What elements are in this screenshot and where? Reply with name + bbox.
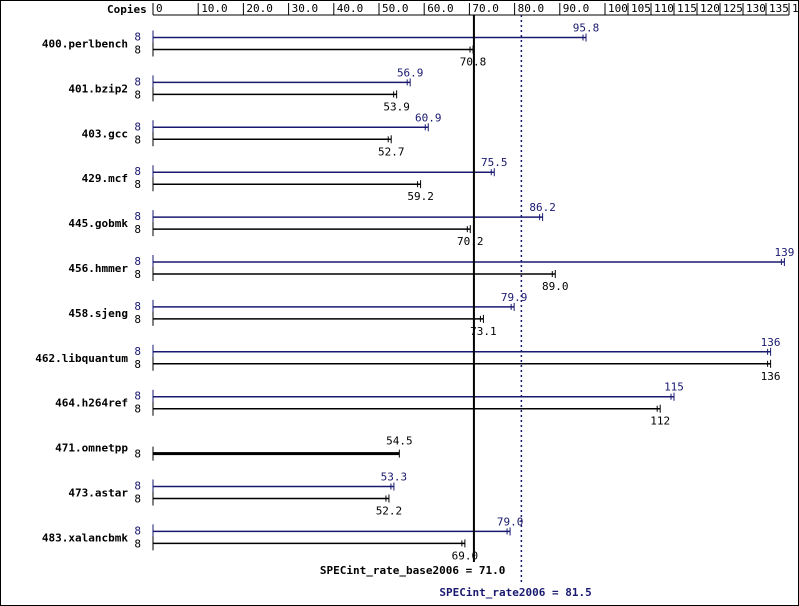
copies-header: Copies	[107, 3, 147, 16]
copies-label-peak: 8	[134, 255, 141, 268]
value-label-base: 53.9	[383, 100, 410, 113]
x-tick-label: 140	[792, 2, 799, 15]
x-tick-label: 110	[654, 2, 674, 15]
copies-label-peak: 8	[134, 165, 141, 178]
x-tick-label: 10.0	[201, 2, 228, 15]
value-label-base: 89.0	[542, 280, 569, 293]
copies-label-base: 8	[134, 403, 141, 416]
benchmark-row: 458.sjeng 8 79.9 8 73.1	[68, 291, 527, 338]
value-label-peak: 139	[774, 246, 794, 259]
base-mean-label: SPECint_rate_base2006 = 71.0	[320, 564, 505, 577]
copies-label-base: 8	[134, 133, 141, 146]
benchmark-row: 483.xalancbmk 8 79.0 8 69.0	[42, 515, 523, 562]
value-label: 54.5	[386, 435, 413, 448]
x-tick-label: 70.0	[472, 2, 499, 15]
copies-label-base: 8	[134, 178, 141, 191]
benchmark-row: 429.mcf 8 75.5 8 59.2	[82, 156, 508, 203]
value-label-peak: 86.2	[529, 201, 556, 214]
value-label-peak: 95.8	[573, 22, 600, 35]
x-axis: 0 10.0 20.0 30.0 40.0 50.0 60.0 70.0 80.0 90.0 100…	[152, 2, 799, 16]
copies-label-peak: 8	[134, 31, 141, 44]
x-tick-label: 130	[746, 2, 766, 15]
x-tick-label: 30.0	[292, 2, 319, 15]
x-tick-label: 80.0	[518, 2, 545, 15]
x-tick-label: 40.0	[337, 2, 364, 15]
benchmark-row: 471.omnetpp 8 54.5	[55, 435, 413, 461]
copies-label-base: 8	[134, 493, 141, 506]
benchmark-name: 464.h264ref	[55, 397, 128, 410]
benchmark-row: 462.libquantum 8 136 8 136	[35, 336, 780, 383]
benchmark-row: 456.hmmer 8 139 8 89.0	[68, 246, 794, 293]
value-label-peak: 53.3	[381, 471, 408, 484]
benchmark-row: 401.bzip2 8 56.9 8 53.9	[68, 66, 423, 113]
value-label-base: 70.2	[457, 235, 484, 248]
x-tick-label: 100	[608, 2, 628, 15]
benchmark-rows: 400.perlbench895.8870.8401.bzip2856.9853…	[35, 22, 794, 563]
copies-label-base: 8	[134, 44, 141, 57]
value-label-base: 59.2	[407, 190, 434, 203]
copies-label-peak: 8	[134, 524, 141, 537]
x-tick-label: 90.0	[563, 2, 590, 15]
copies-label-peak: 8	[134, 120, 141, 133]
benchmark-name: 458.sjeng	[68, 307, 128, 320]
benchmark-row: 445.gobmk 8 86.2 8 70.2	[68, 201, 555, 248]
copies-label-base: 8	[134, 358, 141, 371]
x-tick-label: 105	[631, 2, 651, 15]
copies-label-base: 8	[134, 313, 141, 326]
benchmark-name: 403.gcc	[82, 127, 128, 140]
benchmark-name: 456.hmmer	[68, 262, 128, 275]
value-label-peak: 79.9	[501, 291, 528, 304]
copies-label-peak: 8	[134, 75, 141, 88]
benchmark-name: 471.omnetpp	[55, 442, 128, 455]
benchmark-row: 464.h264ref 8 115 8 112	[55, 381, 684, 428]
x-tick-label: 115	[677, 2, 697, 15]
copies-label-base: 8	[134, 223, 141, 236]
benchmark-row: 403.gcc 8 60.9 8 52.7	[82, 111, 442, 158]
copies-label-peak: 8	[134, 345, 141, 358]
value-label-peak: 136	[761, 336, 781, 349]
copies-label-base: 8	[134, 268, 141, 281]
value-label-peak: 79.0	[497, 515, 524, 528]
mean-lines: SPECint_rate_base2006 = 71.0 SPECint_rate…	[320, 15, 592, 599]
value-label-base: 69.0	[452, 549, 479, 562]
copies-label-base: 8	[134, 88, 141, 101]
bar-single	[153, 452, 400, 456]
x-tick-label: 50.0	[382, 2, 409, 15]
peak-mean-label: SPECint_rate2006 = 81.5	[439, 586, 591, 599]
benchmark-name: 400.perlbench	[42, 38, 128, 51]
value-label-peak: 75.5	[481, 156, 508, 169]
value-label-base: 136	[761, 370, 781, 383]
copies-label-peak: 8	[134, 210, 141, 223]
copies-label-base: 8	[134, 537, 141, 550]
benchmark-name: 429.mcf	[82, 172, 128, 185]
benchmark-name: 462.libquantum	[35, 352, 128, 365]
benchmark-name: 445.gobmk	[68, 217, 128, 230]
x-tick-label: 0	[156, 2, 163, 15]
x-tick-label: 135	[769, 2, 789, 15]
x-tick-label: 60.0	[427, 2, 454, 15]
benchmark-name: 401.bzip2	[68, 82, 128, 95]
value-label-peak: 56.9	[397, 66, 424, 79]
copies-label-peak: 8	[134, 480, 141, 493]
value-label-peak: 60.9	[415, 111, 442, 124]
x-tick-label: 20.0	[246, 2, 273, 15]
benchmark-name: 483.xalancbmk	[42, 531, 128, 544]
benchmark-row: 473.astar 8 53.3 8 52.2	[68, 471, 407, 518]
value-label-base: 73.1	[470, 325, 497, 338]
value-label-base: 52.7	[378, 145, 405, 158]
x-tick-label: 120	[700, 2, 720, 15]
copies-label-peak: 8	[134, 390, 141, 403]
x-tick-label: 125	[723, 2, 743, 15]
copies-label: 8	[134, 448, 141, 461]
benchmark-name: 473.astar	[68, 487, 128, 500]
value-label-base: 52.2	[376, 505, 403, 518]
value-label-base: 112	[650, 415, 670, 428]
value-label-peak: 115	[664, 381, 684, 394]
copies-label-peak: 8	[134, 300, 141, 313]
